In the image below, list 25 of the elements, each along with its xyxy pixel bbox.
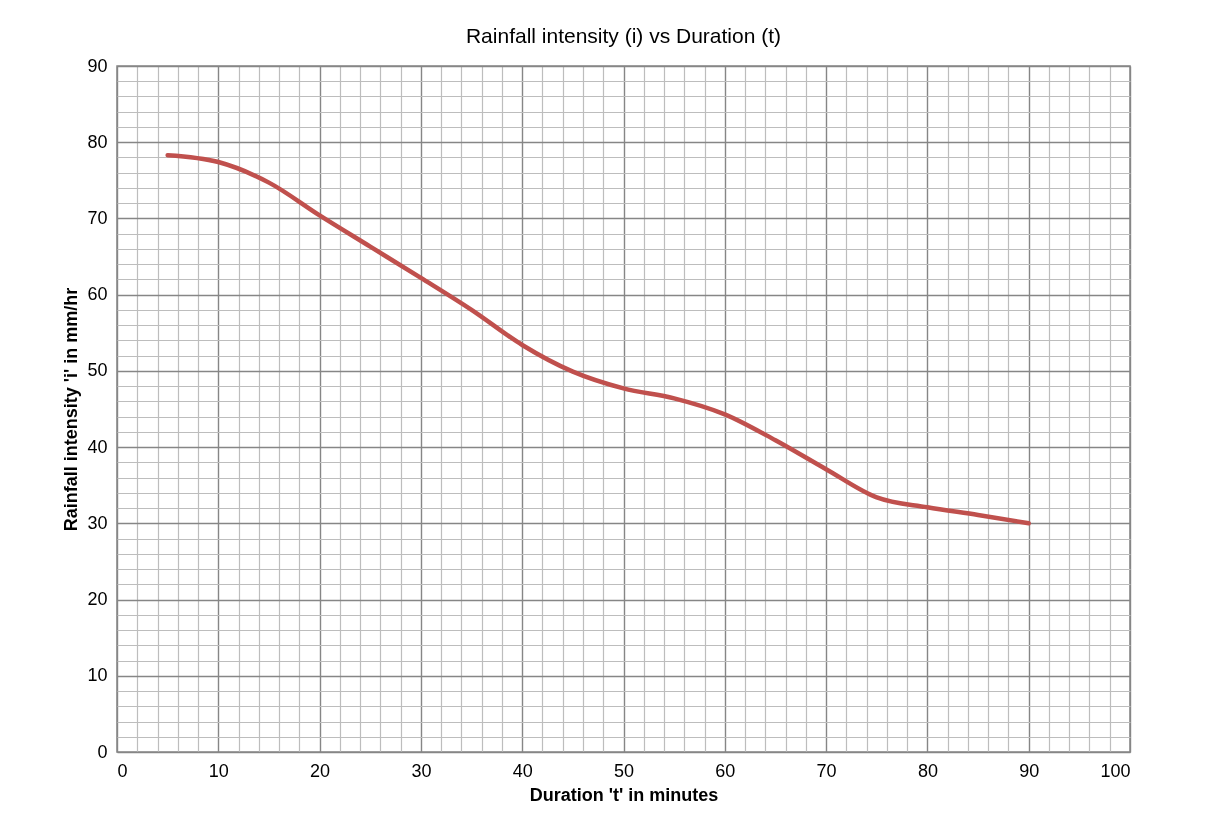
chart-title: Rainfall intensity (i) vs Duration (t) <box>465 24 782 47</box>
x-tick-label: 60 <box>715 760 736 781</box>
x-tick-label: 80 <box>917 760 938 781</box>
y-tick-label: 0 <box>97 741 108 762</box>
line-series <box>165 152 1031 526</box>
y-tick-label: 80 <box>87 131 108 152</box>
y-tick-label: 50 <box>87 360 108 381</box>
y-tick-label: 90 <box>87 55 108 76</box>
x-tick-label: 10 <box>208 760 229 781</box>
y-tick-label: 40 <box>87 436 108 457</box>
y-tick-label: 30 <box>87 512 108 533</box>
x-tick-label: 20 <box>310 760 331 781</box>
x-tick-label: 90 <box>1019 760 1040 781</box>
x-tick-label: 100 <box>1100 760 1131 781</box>
x-axis-title: Duration 't' in minutes <box>529 784 719 805</box>
x-tick-label: 0 <box>117 760 128 781</box>
y-axis-title: Rainfall intensity 'i' in mm/hr <box>61 287 82 532</box>
x-tick-label: 30 <box>411 760 432 781</box>
y-tick-label: 10 <box>87 665 108 686</box>
x-tick-label: 50 <box>613 760 635 781</box>
x-tick-label: 40 <box>512 760 533 781</box>
y-tick-label: 20 <box>87 589 108 610</box>
y-tick-label: 70 <box>87 207 108 228</box>
x-tick-label: 70 <box>816 760 837 781</box>
y-tick-label: 60 <box>87 284 108 305</box>
